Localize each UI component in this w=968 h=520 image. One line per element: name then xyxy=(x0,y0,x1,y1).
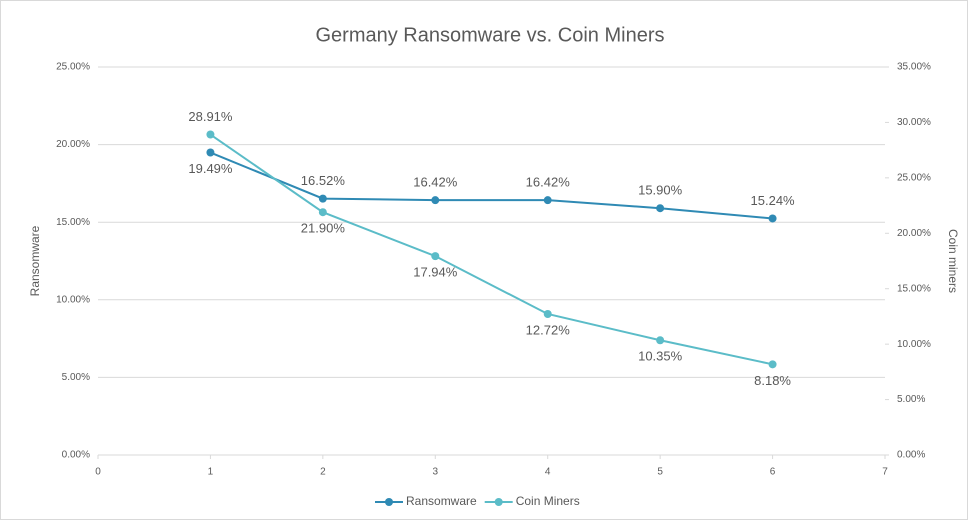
legend-label: Coin Miners xyxy=(516,494,580,508)
point xyxy=(206,148,215,157)
y2-tick-label: 20.00% xyxy=(897,228,931,239)
value-label: 16.52% xyxy=(301,173,346,188)
series-line xyxy=(209,133,773,366)
value-label: 16.42% xyxy=(413,175,458,190)
point xyxy=(768,214,777,223)
y2-tick-label: 5.00% xyxy=(897,394,925,405)
point xyxy=(543,196,552,205)
value-label: 16.42% xyxy=(526,175,571,190)
y-tick-label: 20.00% xyxy=(56,139,90,150)
x-tick-label: 0 xyxy=(95,467,101,478)
value-label: 17.94% xyxy=(413,265,458,280)
x-tick-label: 4 xyxy=(545,467,551,478)
y-axis-label: Ransomware xyxy=(28,225,42,296)
value-label: 21.90% xyxy=(301,221,346,236)
y-tick-label: 0.00% xyxy=(62,450,90,461)
point xyxy=(656,204,665,213)
point xyxy=(431,252,440,261)
y2-tick-label: 35.00% xyxy=(897,62,931,73)
y-tick-label: 15.00% xyxy=(56,217,90,228)
x-tick-label: 1 xyxy=(208,467,214,478)
y2-tick-label: 10.00% xyxy=(897,339,931,350)
point xyxy=(318,194,327,203)
x-tick-label: 5 xyxy=(657,467,663,478)
point xyxy=(543,309,552,318)
point xyxy=(431,196,440,205)
series-line xyxy=(210,151,773,220)
y2-tick-label: 15.00% xyxy=(897,283,931,294)
y2-axis-label: Coin miners xyxy=(946,229,960,293)
y2-tick-label: 30.00% xyxy=(897,117,931,128)
x-tick-label: 3 xyxy=(433,467,439,478)
value-label: 15.24% xyxy=(751,193,796,208)
y-tick-label: 10.00% xyxy=(56,294,90,305)
y2-tick-label: 25.00% xyxy=(897,172,931,183)
y-tick-label: 5.00% xyxy=(62,372,90,383)
legend-label: Ransomware xyxy=(406,494,477,508)
legend-marker xyxy=(494,498,503,506)
chart-title: Germany Ransomware vs. Coin Miners xyxy=(316,24,665,46)
value-label: 8.18% xyxy=(754,373,791,388)
value-label: 28.91% xyxy=(188,109,233,124)
x-tick-label: 2 xyxy=(320,467,326,478)
value-label: 15.90% xyxy=(638,183,683,198)
point xyxy=(206,130,215,139)
point xyxy=(768,360,777,369)
y2-tick-label: 0.00% xyxy=(897,450,925,461)
point xyxy=(318,208,327,217)
value-label: 10.35% xyxy=(638,349,683,364)
value-label: 12.72% xyxy=(526,322,571,337)
x-tick-label: 7 xyxy=(882,467,888,478)
point xyxy=(656,336,665,345)
y-tick-label: 25.00% xyxy=(56,62,90,73)
value-label: 19.49% xyxy=(188,161,233,176)
x-tick-label: 6 xyxy=(770,467,776,478)
legend-marker xyxy=(385,498,393,506)
